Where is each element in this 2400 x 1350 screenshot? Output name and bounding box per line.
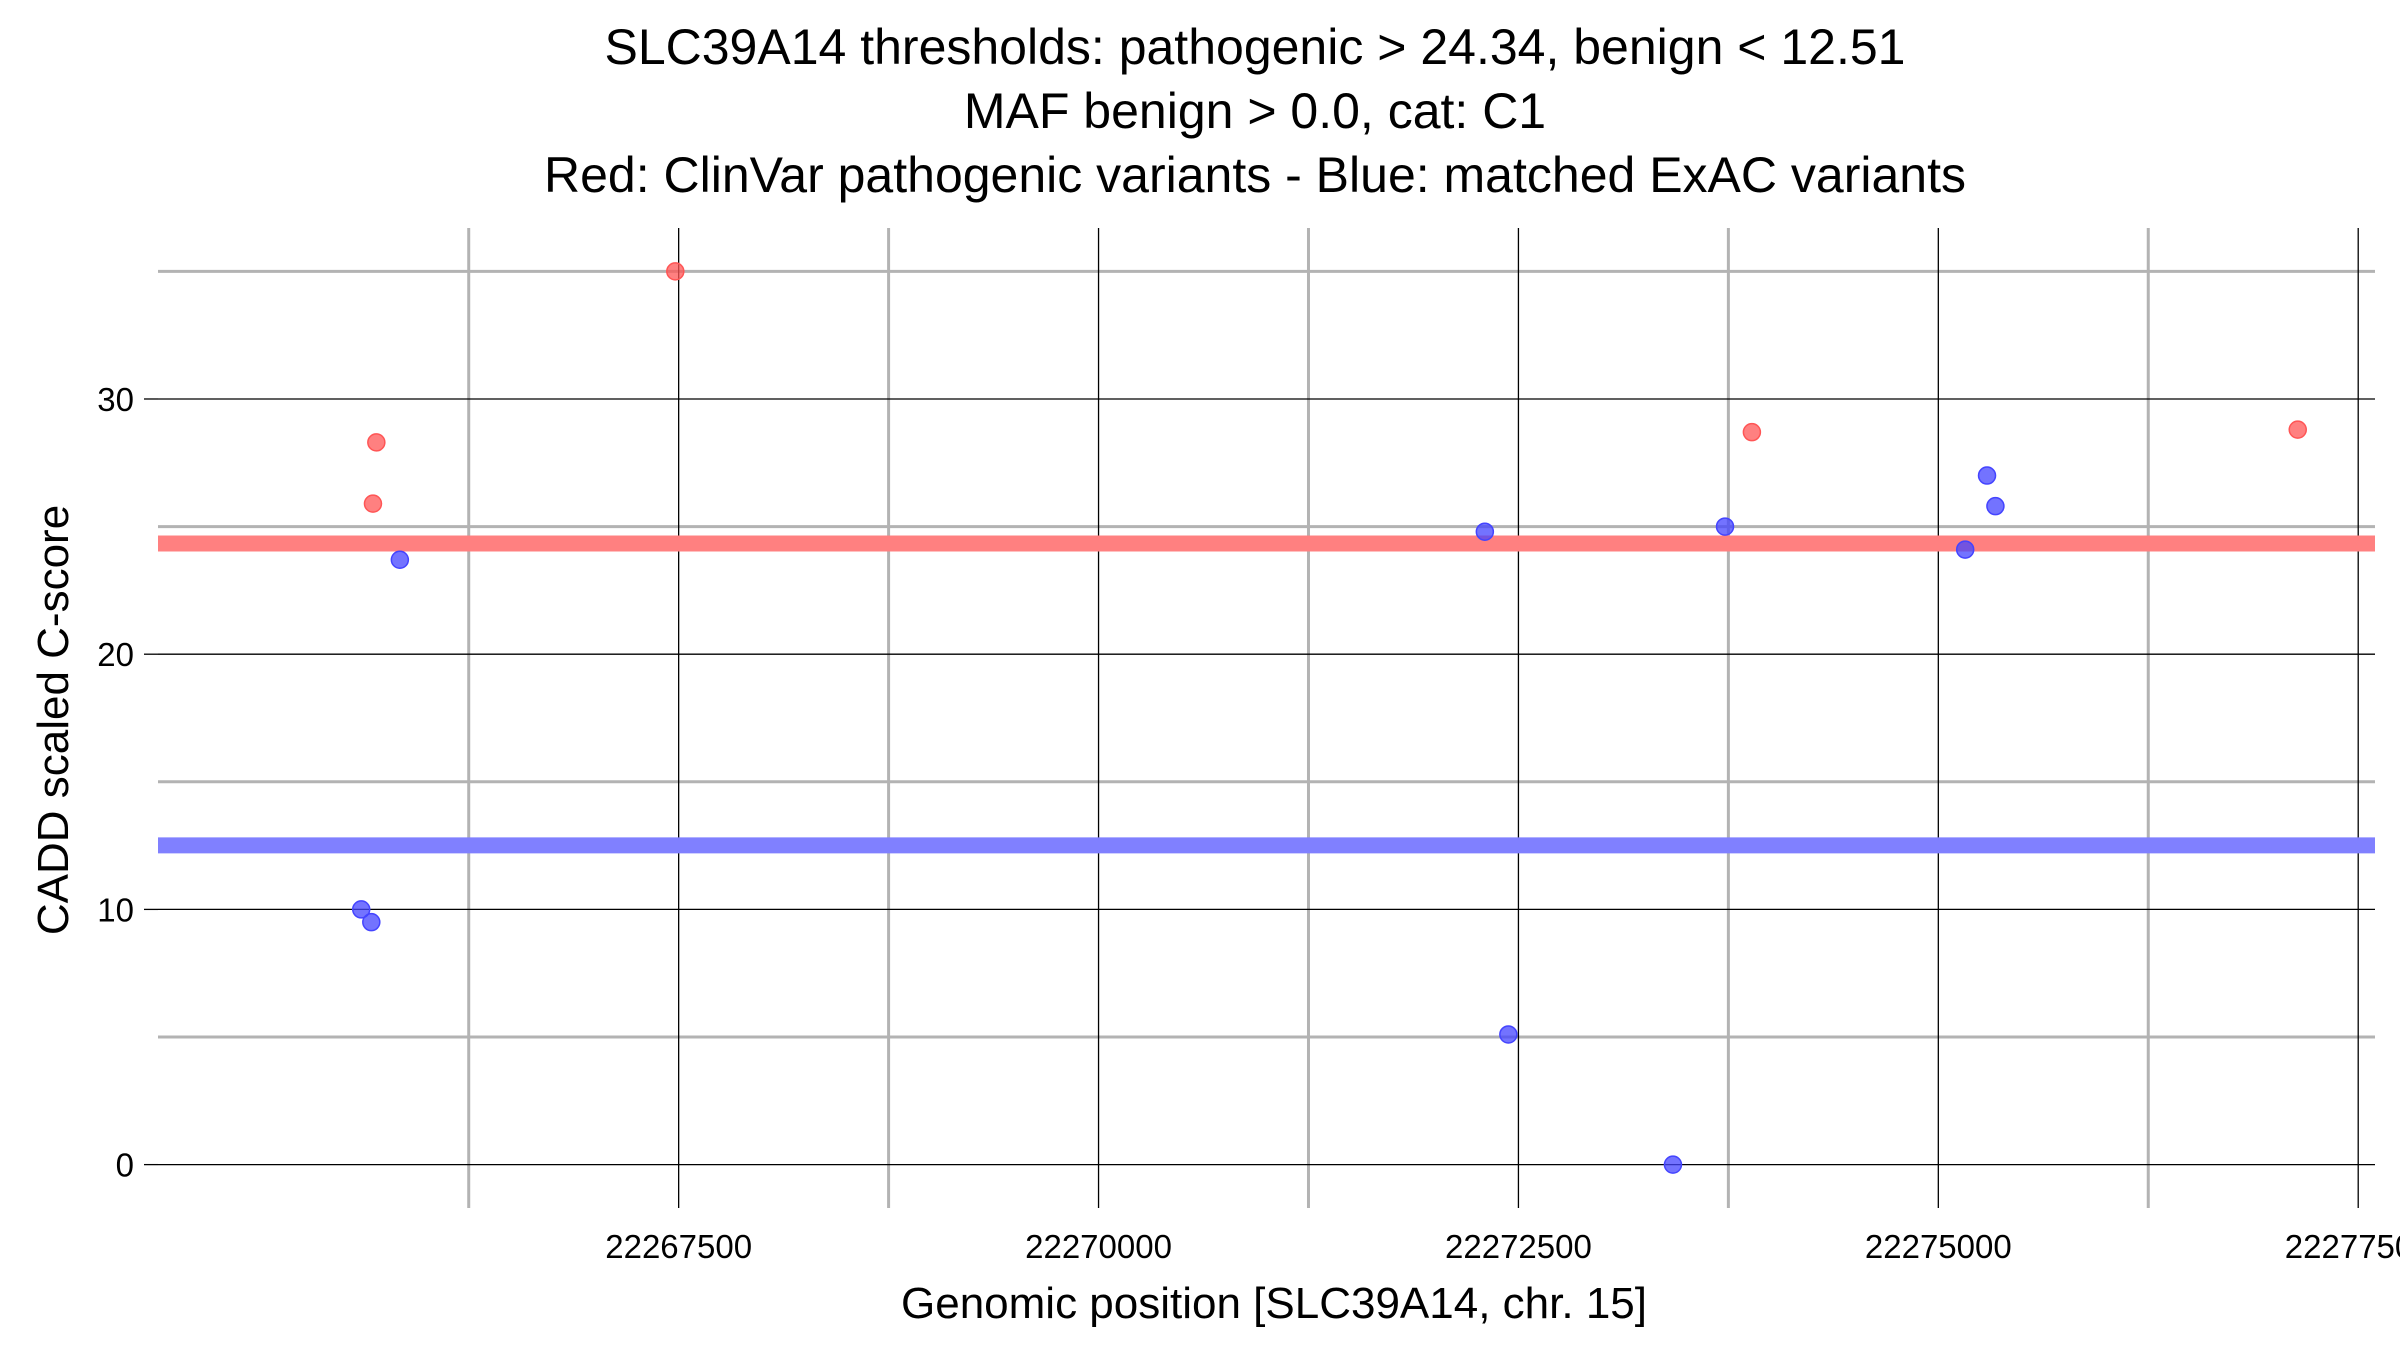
data-point bbox=[1977, 466, 1997, 485]
y-tick-label: 0 bbox=[116, 1147, 134, 1184]
data-point bbox=[1742, 422, 1762, 442]
data-point bbox=[362, 912, 381, 932]
data-points bbox=[351, 262, 2307, 1174]
x-tick-label: 22275000 bbox=[1865, 1228, 2012, 1265]
axis-ticks: 0 10 20 30 22267500 22270000 22272500 22275000 2… bbox=[97, 381, 2400, 1265]
grid bbox=[158, 228, 2375, 1208]
data-point bbox=[1663, 1155, 1683, 1174]
y-tick-label: 10 bbox=[97, 891, 134, 928]
data-point bbox=[1715, 517, 1735, 536]
title-line-3: Red: ClinVar pathogenic variants - Blue:… bbox=[544, 147, 1966, 203]
data-point bbox=[390, 550, 410, 570]
data-point bbox=[1955, 540, 1975, 559]
data-point bbox=[367, 433, 386, 452]
data-point bbox=[666, 262, 685, 281]
x-tick-label: 22272500 bbox=[1445, 1228, 1592, 1265]
x-tick-label: 22267500 bbox=[605, 1228, 752, 1265]
title-line-2: MAF benign > 0.0, cat: C1 bbox=[964, 83, 1546, 139]
data-point bbox=[1499, 1025, 1518, 1044]
data-point bbox=[1986, 496, 2005, 516]
x-axis-label: Genomic position [SLC39A14, chr. 15] bbox=[901, 1279, 1647, 1328]
data-point bbox=[1475, 522, 1495, 541]
y-tick-label: 20 bbox=[97, 636, 134, 673]
chart-title: SLC39A14 thresholds: pathogenic > 24.34,… bbox=[544, 19, 1966, 203]
threshold-lines bbox=[158, 535, 2375, 854]
data-point bbox=[351, 900, 371, 919]
title-line-1: SLC39A14 thresholds: pathogenic > 24.34,… bbox=[604, 19, 1905, 75]
y-axis-label: CADD scaled C-score bbox=[29, 505, 78, 935]
x-tick-label: 22277500 bbox=[2285, 1228, 2400, 1265]
x-tick-label: 22270000 bbox=[1025, 1228, 1172, 1265]
y-tick-label: 30 bbox=[97, 381, 134, 418]
data-point bbox=[363, 494, 383, 513]
data-point bbox=[2288, 420, 2307, 439]
